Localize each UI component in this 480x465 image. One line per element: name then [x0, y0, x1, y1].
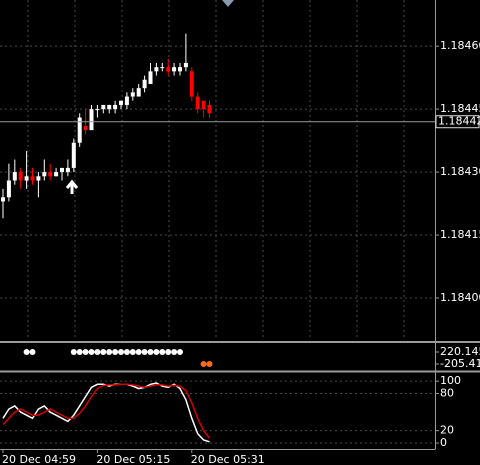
signal-dot — [29, 348, 36, 355]
candle-body — [71, 142, 76, 168]
signal-dot — [106, 348, 113, 355]
signal-dot — [206, 360, 213, 367]
signal-arrow — [65, 179, 79, 194]
candle-body — [172, 67, 177, 72]
signal-dot — [200, 360, 207, 367]
signal-dot — [70, 348, 77, 355]
oscillator-line — [2, 383, 211, 439]
candle-body — [154, 67, 159, 72]
x-tick-label: 20 Dec 05:31 — [191, 453, 265, 465]
candle-body — [166, 67, 171, 72]
signal-dot — [23, 348, 30, 355]
signal-dot — [112, 348, 119, 355]
signal-dot — [129, 348, 136, 355]
signal-dot — [94, 348, 101, 355]
candle-body — [48, 172, 53, 177]
candle-body — [18, 172, 23, 181]
candle-body — [36, 176, 41, 181]
candle-body — [83, 125, 88, 131]
candle-body — [77, 117, 82, 143]
candle-body — [24, 176, 29, 181]
candle-body — [195, 96, 200, 110]
signal-dot — [88, 348, 95, 355]
y-tick-label: 1.18445 — [440, 102, 480, 115]
candle-body — [107, 104, 112, 110]
grid — [0, 0, 435, 444]
candle-body — [101, 104, 106, 110]
candle-body — [95, 109, 100, 111]
candle-body — [201, 100, 206, 110]
candle-body — [136, 88, 141, 97]
candle-body — [130, 92, 135, 97]
candle-body — [6, 180, 11, 198]
candle-body — [124, 96, 129, 105]
candle-body — [113, 104, 118, 110]
signal-dot — [76, 348, 83, 355]
y-tick-label: 1.18415 — [440, 228, 480, 241]
candle-body — [119, 100, 123, 105]
candle-body — [189, 71, 194, 97]
candle-body — [65, 167, 70, 173]
signal-dot — [171, 348, 178, 355]
x-tick-label: 20 Dec 05:15 — [96, 453, 170, 465]
signal-dot — [100, 348, 107, 355]
candle-body — [160, 67, 165, 69]
x-tick-label: 20 Dec 04:59 — [2, 453, 76, 465]
y-tick-label: 220.145 — [440, 345, 480, 358]
candle-body — [183, 62, 188, 68]
signal-dot — [118, 348, 124, 355]
y-tick-label: 0 — [440, 436, 447, 449]
current-price-box — [435, 115, 480, 129]
candle-body — [12, 172, 17, 181]
signal-dot — [135, 348, 142, 355]
signal-dot — [82, 348, 89, 355]
signal-dot — [153, 348, 160, 355]
signal-dot — [159, 348, 166, 355]
signal-dot — [141, 348, 148, 355]
candle-body — [60, 167, 64, 173]
signal-dot — [177, 348, 183, 355]
candle-body — [178, 67, 182, 72]
candle-body — [142, 79, 147, 89]
candle-body — [1, 197, 5, 202]
candle-body — [89, 109, 94, 131]
candle-body — [148, 71, 153, 84]
candle-body — [42, 172, 47, 177]
y-tick-label: 20 — [440, 424, 454, 437]
y-tick-label: 1.18430 — [440, 165, 480, 178]
shift-marker — [222, 0, 234, 7]
y-tick-label: 80 — [440, 387, 454, 400]
candle-body — [54, 172, 59, 177]
y-tick-label: 100 — [440, 374, 461, 387]
signal-dot — [165, 348, 172, 355]
candle-body — [30, 176, 35, 181]
y-tick-label: 1.18400 — [440, 291, 480, 304]
signal-dot — [147, 348, 154, 355]
y-tick-label: -205.416 — [440, 357, 480, 370]
y-tick-label: 1.18460 — [440, 39, 480, 52]
signal-dot — [123, 348, 130, 355]
current-price-label: 1.18442 — [438, 115, 480, 128]
candle-body — [207, 104, 212, 114]
